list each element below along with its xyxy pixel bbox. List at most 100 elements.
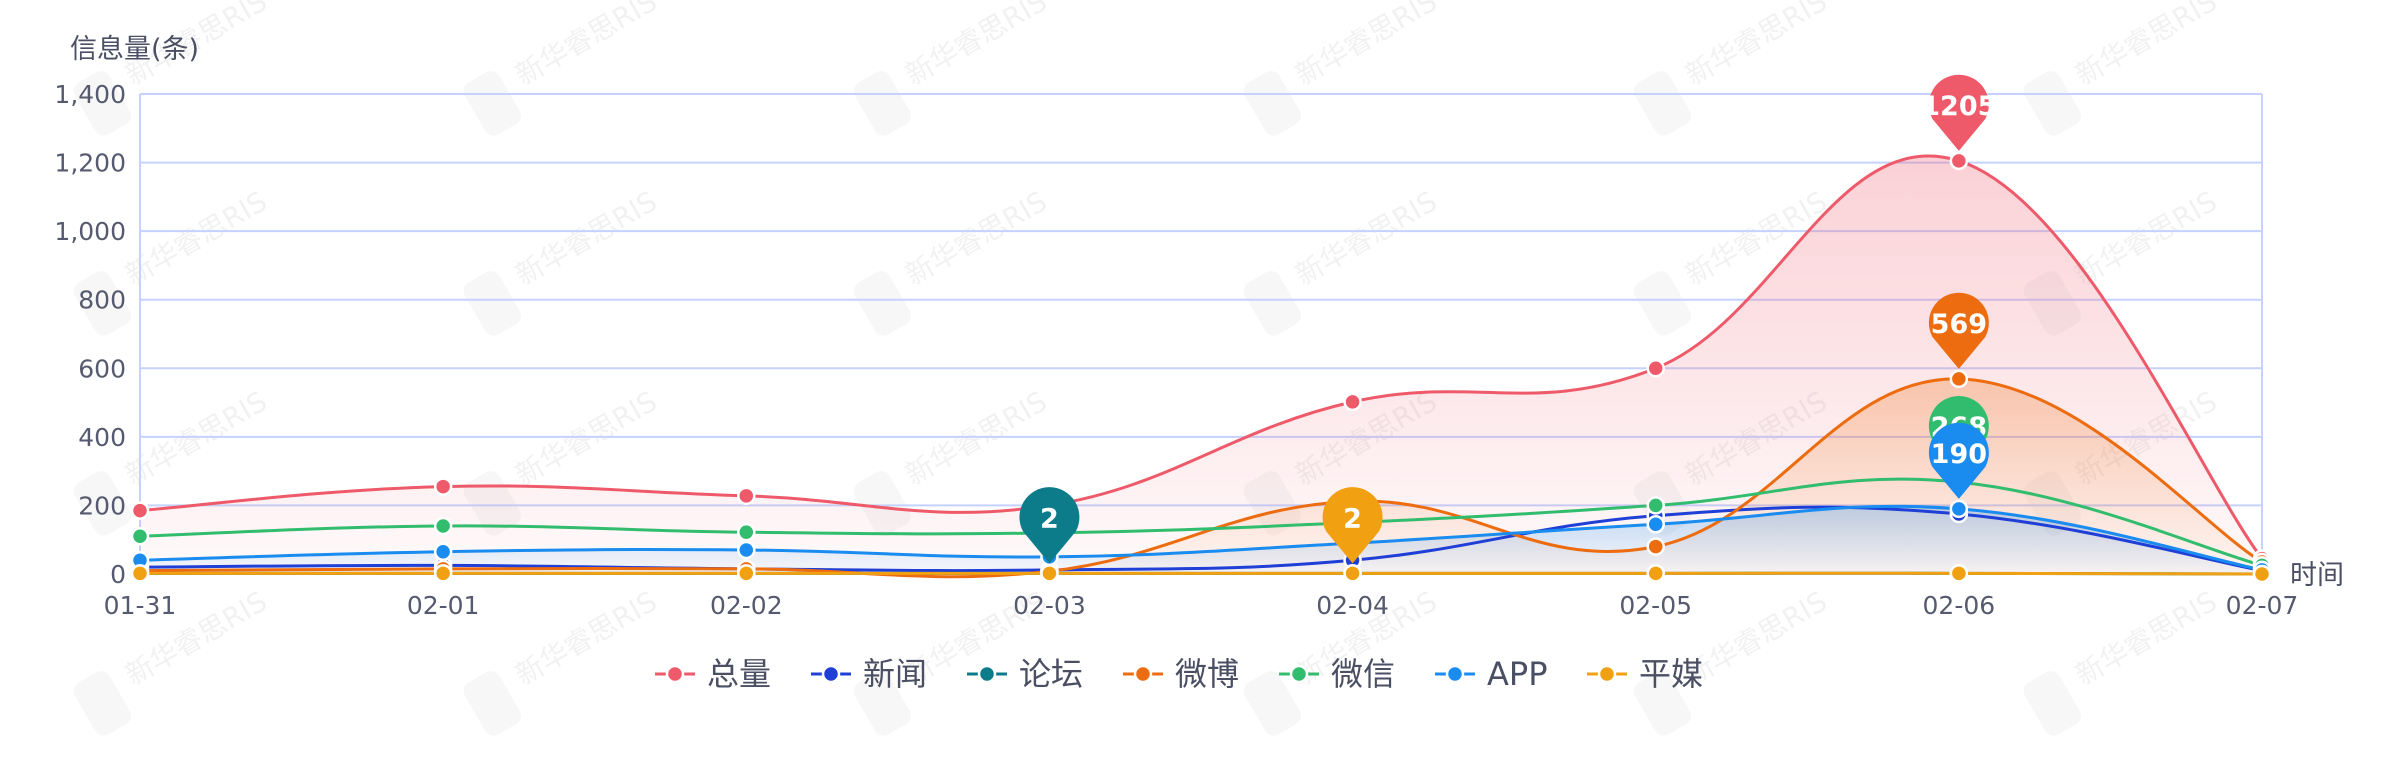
series-line-4 <box>139 477 2263 567</box>
data-point[interactable] <box>433 477 453 496</box>
legend-label: 平媒 <box>1639 655 1703 693</box>
watermark-logo <box>1630 67 1695 139</box>
legend-marker <box>977 664 997 684</box>
max-pin-3: 569 <box>1928 292 1989 369</box>
legend-item-5[interactable]: APP <box>1435 655 1547 693</box>
watermark-logo <box>2020 667 2085 739</box>
legend-item-3[interactable]: 微博 <box>1123 655 1239 693</box>
data-point[interactable] <box>737 522 756 542</box>
watermark-logo <box>1240 267 1305 339</box>
pin-label: 569 <box>1931 309 1987 340</box>
series-areas <box>140 156 2262 577</box>
series-lines <box>139 154 2264 579</box>
data-point[interactable] <box>1343 392 1362 412</box>
watermark-tile: 新华睿思RIS <box>900 185 1053 292</box>
legend-marker <box>821 664 841 684</box>
y-tick-label: 800 <box>78 286 126 315</box>
watermark-text: 新华睿思RIS <box>2070 585 2223 692</box>
legend-label: 总量 <box>707 655 771 693</box>
legend[interactable]: 总量 新闻 论坛 微博 微信 APP 平媒 <box>655 655 1703 693</box>
watermark-logo <box>460 267 525 339</box>
watermark-text: 新华睿思RIS <box>2070 0 2223 92</box>
data-point[interactable] <box>1646 537 1665 556</box>
max-pin-6: 2 <box>1322 487 1383 564</box>
pin-label: 2 <box>1343 503 1362 534</box>
data-point[interactable] <box>433 516 453 536</box>
data-point[interactable] <box>1040 564 1059 583</box>
legend-marker <box>1445 664 1465 684</box>
watermark-tile: 新华睿思RIS <box>1630 0 1833 139</box>
watermark-tile: 新华睿思RIS <box>120 0 273 92</box>
legend-label: 微信 <box>1331 655 1395 693</box>
legend-item-4[interactable]: 微信 <box>1279 655 1395 693</box>
pin-label: 1205 <box>1921 91 1996 122</box>
max-pin-0: 1205 <box>1921 74 1996 151</box>
x-tick-label: 02-05 <box>1619 591 1692 620</box>
data-point[interactable] <box>737 564 756 583</box>
legend-item-0[interactable]: 总量 <box>655 655 771 693</box>
legend-label: APP <box>1487 655 1547 693</box>
pin-shape <box>1019 487 1080 564</box>
data-point[interactable] <box>1646 496 1665 515</box>
legend-item-6[interactable]: 平媒 <box>1587 655 1703 693</box>
pin-shape <box>1928 74 1989 151</box>
legend-label: 新闻 <box>863 655 927 693</box>
watermark-text: 新华睿思RIS <box>1290 0 1443 92</box>
data-point[interactable] <box>1646 359 1665 378</box>
watermark-tile: 新华睿思RIS <box>120 185 273 292</box>
data-point[interactable] <box>1646 515 1665 534</box>
axes: 0 200 400 600 800 1,000 1,200 1,400 01-31 02-01 02… <box>54 34 2344 620</box>
data-point[interactable] <box>2252 564 2272 584</box>
data-point[interactable] <box>1949 369 1969 389</box>
data-point[interactable] <box>1949 499 1969 519</box>
data-point[interactable] <box>130 527 150 546</box>
data-point[interactable] <box>433 542 453 561</box>
x-tick-label: 02-07 <box>2226 591 2299 620</box>
watermark-tile: 新华睿思RIS <box>900 0 1053 92</box>
area-5 <box>140 506 2262 574</box>
watermark-text: 新华睿思RIS <box>1290 185 1443 292</box>
x-tick-label: 02-02 <box>710 591 783 620</box>
data-point[interactable] <box>737 486 756 506</box>
data-point[interactable] <box>433 564 453 583</box>
data-point[interactable] <box>1949 151 1969 171</box>
y-tick-label: 1,400 <box>54 80 126 109</box>
data-point[interactable] <box>1343 564 1362 583</box>
y-tick-label: 400 <box>78 423 126 452</box>
watermark-tile: 新华睿思RIS <box>1290 0 1443 92</box>
max-value-markers: 222685691901205 <box>1019 74 1996 564</box>
y-tick-label: 1,200 <box>54 149 126 178</box>
max-pin-2: 2 <box>1019 487 1080 564</box>
data-point[interactable] <box>130 564 150 583</box>
watermark-text: 新华睿思RIS <box>510 585 663 692</box>
legend-marker <box>665 664 685 684</box>
pin-shape <box>1928 422 1989 499</box>
y-tick-label: 600 <box>78 354 126 383</box>
y-tick-label: 0 <box>110 560 126 589</box>
y-axis-title: 信息量(条) <box>70 34 199 65</box>
legend-item-2[interactable]: 论坛 <box>967 655 1083 693</box>
area-0 <box>140 156 2262 574</box>
legend-marker <box>1289 664 1309 684</box>
watermark-tile: 新华睿思RIS <box>460 185 663 339</box>
x-tick-label: 02-03 <box>1013 591 1086 620</box>
y-tick-label: 200 <box>78 491 126 520</box>
watermark-tile: 新华睿思RIS <box>2070 0 2223 92</box>
watermark-text: 新华睿思RIS <box>120 385 273 492</box>
series-line-1 <box>139 505 2263 573</box>
watermark-text: 新华睿思RIS <box>900 0 1053 92</box>
watermark-logo <box>70 667 135 739</box>
legend-label: 微博 <box>1175 655 1239 693</box>
data-point[interactable] <box>1646 564 1665 583</box>
watermark-tile: 新华睿思RIS <box>2020 585 2223 739</box>
watermark-logo <box>1630 267 1695 339</box>
series-line-3 <box>139 377 2263 579</box>
data-point[interactable] <box>737 540 756 560</box>
y-tick-label: 1,000 <box>54 217 126 246</box>
data-point[interactable] <box>130 501 150 520</box>
watermark-tile: 新华睿思RIS <box>510 585 663 692</box>
legend-item-1[interactable]: 新闻 <box>811 655 927 693</box>
watermark-text: 新华睿思RIS <box>900 185 1053 292</box>
data-point[interactable] <box>1949 564 1969 583</box>
watermark-tile: 新华睿思RIS <box>510 0 663 92</box>
